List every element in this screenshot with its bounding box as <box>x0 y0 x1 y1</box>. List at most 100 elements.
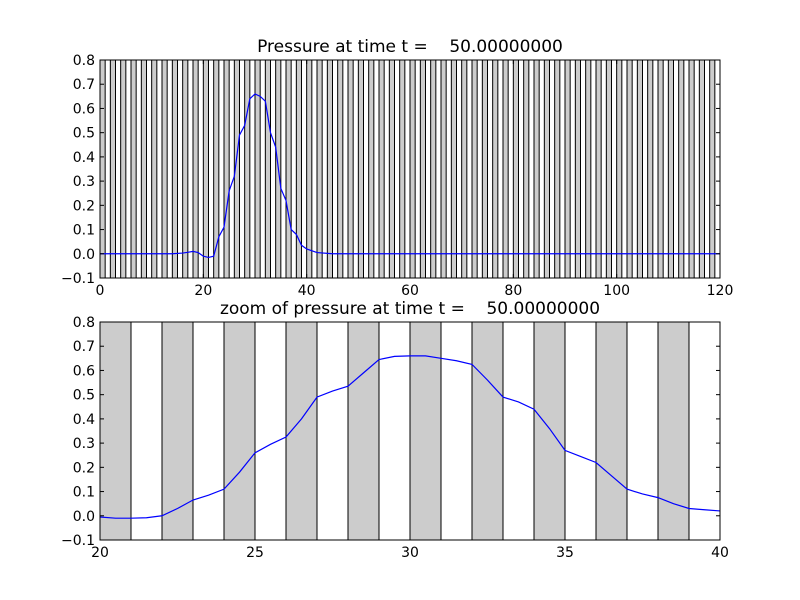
top-shaded-band <box>709 59 716 279</box>
bottom-shaded-band <box>471 321 504 541</box>
top-shaded-band <box>378 59 385 279</box>
top-shaded-band <box>492 59 499 279</box>
top-shaded-band <box>657 59 664 279</box>
top-chart-title: Pressure at time t = 50.00000000 <box>257 37 563 57</box>
top-shaded-band <box>430 59 437 279</box>
bottom-y-tick-label: 0.6 <box>73 363 95 379</box>
bottom-shaded-band <box>533 321 566 541</box>
bottom-shaded-band <box>223 321 256 541</box>
top-shaded-band <box>564 59 571 279</box>
top-shaded-band <box>502 59 509 279</box>
top-shaded-band <box>151 59 158 279</box>
top-shaded-band <box>450 59 458 279</box>
bottom-series-line <box>99 355 721 519</box>
top-shaded-band <box>533 59 540 279</box>
top-shaded-band <box>285 59 292 279</box>
bottom-x-tick-label: 35 <box>556 545 574 561</box>
top-y-tick-label: 0.7 <box>73 77 95 93</box>
top-shaded-band <box>440 59 447 279</box>
top-x-tick-label: 100 <box>603 283 630 299</box>
top-y-tick-label: 0.5 <box>73 126 95 142</box>
bottom-y-tick-label: 0.1 <box>73 485 95 501</box>
top-shaded-band <box>585 59 592 279</box>
top-y-tick-label: 0.3 <box>73 174 95 190</box>
top-shaded-band <box>523 59 530 279</box>
top-shaded-band <box>667 59 674 279</box>
bottom-y-tick-label: 0.8 <box>73 315 95 331</box>
bottom-x-tick-label: 30 <box>401 545 419 561</box>
top-shaded-band <box>554 59 561 279</box>
top-shaded-band <box>616 59 623 279</box>
top-shaded-band <box>99 59 106 279</box>
top-shaded-band <box>306 59 313 279</box>
top-y-tick-label: 0.2 <box>73 198 95 214</box>
bottom-y-tick-label: 0.2 <box>73 460 95 476</box>
bottom-x-tick-label: 20 <box>91 545 109 561</box>
top-series-line <box>100 93 720 259</box>
bottom-y-tick-label: 0.3 <box>73 436 95 452</box>
top-chart: 0 20 40 60 80 100 120 −0.1 0.0 0.1 0.2 0.3 0.4 0.5 0.6… <box>61 37 733 299</box>
top-shaded-band <box>223 59 230 279</box>
bottom-y-tick-label: −0.1 <box>61 533 95 549</box>
top-shaded-band <box>678 59 685 279</box>
top-shaded-band <box>471 59 478 279</box>
top-shaded-band <box>109 59 117 279</box>
top-x-tick-label: 60 <box>401 283 419 299</box>
top-shaded-band <box>543 59 550 279</box>
top-shaded-band <box>130 59 137 279</box>
top-y-tick-label: 0.8 <box>73 53 95 69</box>
top-shaded-band <box>574 59 581 279</box>
top-shaded-band <box>337 59 344 279</box>
top-shaded-band <box>202 59 209 279</box>
top-shaded-band <box>254 59 261 279</box>
bottom-x-tick-label: 40 <box>711 545 729 561</box>
top-shaded-band <box>461 59 468 279</box>
top-x-tick-label: 0 <box>96 283 105 299</box>
top-x-tick-label: 80 <box>504 283 522 299</box>
top-shaded-band <box>481 59 489 279</box>
top-shaded-band <box>399 59 406 279</box>
top-x-tick-label: 20 <box>194 283 212 299</box>
top-shaded-band <box>419 59 427 279</box>
top-shaded-band <box>512 59 519 279</box>
top-shaded-band <box>192 59 199 279</box>
bottom-ticks: 20 25 30 35 40 −0.1 0.0 0.1 0.2 0.3 0.4 0.5 0.6 0.7 0.… <box>61 315 729 561</box>
top-shaded-band <box>326 59 334 279</box>
bottom-shaded-band <box>161 321 194 541</box>
top-shaded-band <box>161 59 168 279</box>
top-shaded-band <box>368 59 375 279</box>
top-shaded-band <box>626 59 633 279</box>
bottom-y-tick-label: 0.4 <box>73 412 95 428</box>
bottom-y-tick-label: 0.5 <box>73 388 95 404</box>
top-y-tick-label: −0.1 <box>61 271 95 287</box>
top-ticks: 0 20 40 60 80 100 120 −0.1 0.0 0.1 0.2 0.3 0.4 0.5 0.6… <box>61 53 733 299</box>
top-shaded-band <box>120 59 127 279</box>
top-shaded-band <box>636 59 643 279</box>
top-y-tick-label: 0.4 <box>73 150 95 166</box>
top-shaded-band <box>595 59 602 279</box>
top-shaded-band <box>244 59 251 279</box>
top-shaded-band <box>264 59 272 279</box>
bottom-y-tick-label: 0.0 <box>73 509 95 525</box>
bottom-chart: 20 25 30 35 40 −0.1 0.0 0.1 0.2 0.3 0.4 0.5 0.6 0.7 0.… <box>61 299 729 561</box>
top-shaded-band <box>171 59 178 279</box>
bottom-chart-title: zoom of pressure at time t = 50.00000000 <box>220 299 600 319</box>
top-shaded-band <box>295 59 303 279</box>
top-shaded-band <box>647 59 654 279</box>
top-shaded-band <box>316 59 323 279</box>
top-y-tick-label: 0.6 <box>73 101 95 117</box>
bottom-x-tick-label: 25 <box>246 545 264 561</box>
bottom-shaded-band <box>409 321 442 541</box>
bottom-shaded-band <box>595 321 628 541</box>
top-shaded-band <box>605 59 612 279</box>
bottom-y-tick-label: 0.7 <box>73 339 95 355</box>
top-shaded-band <box>140 59 147 279</box>
top-shaded-band <box>182 59 189 279</box>
top-x-tick-label: 120 <box>707 283 734 299</box>
top-shaded-band <box>698 59 705 279</box>
top-shaded-band <box>357 59 365 279</box>
top-y-tick-label: 0.1 <box>73 223 95 239</box>
top-shaded-band <box>347 59 354 279</box>
top-shaded-band <box>409 59 416 279</box>
